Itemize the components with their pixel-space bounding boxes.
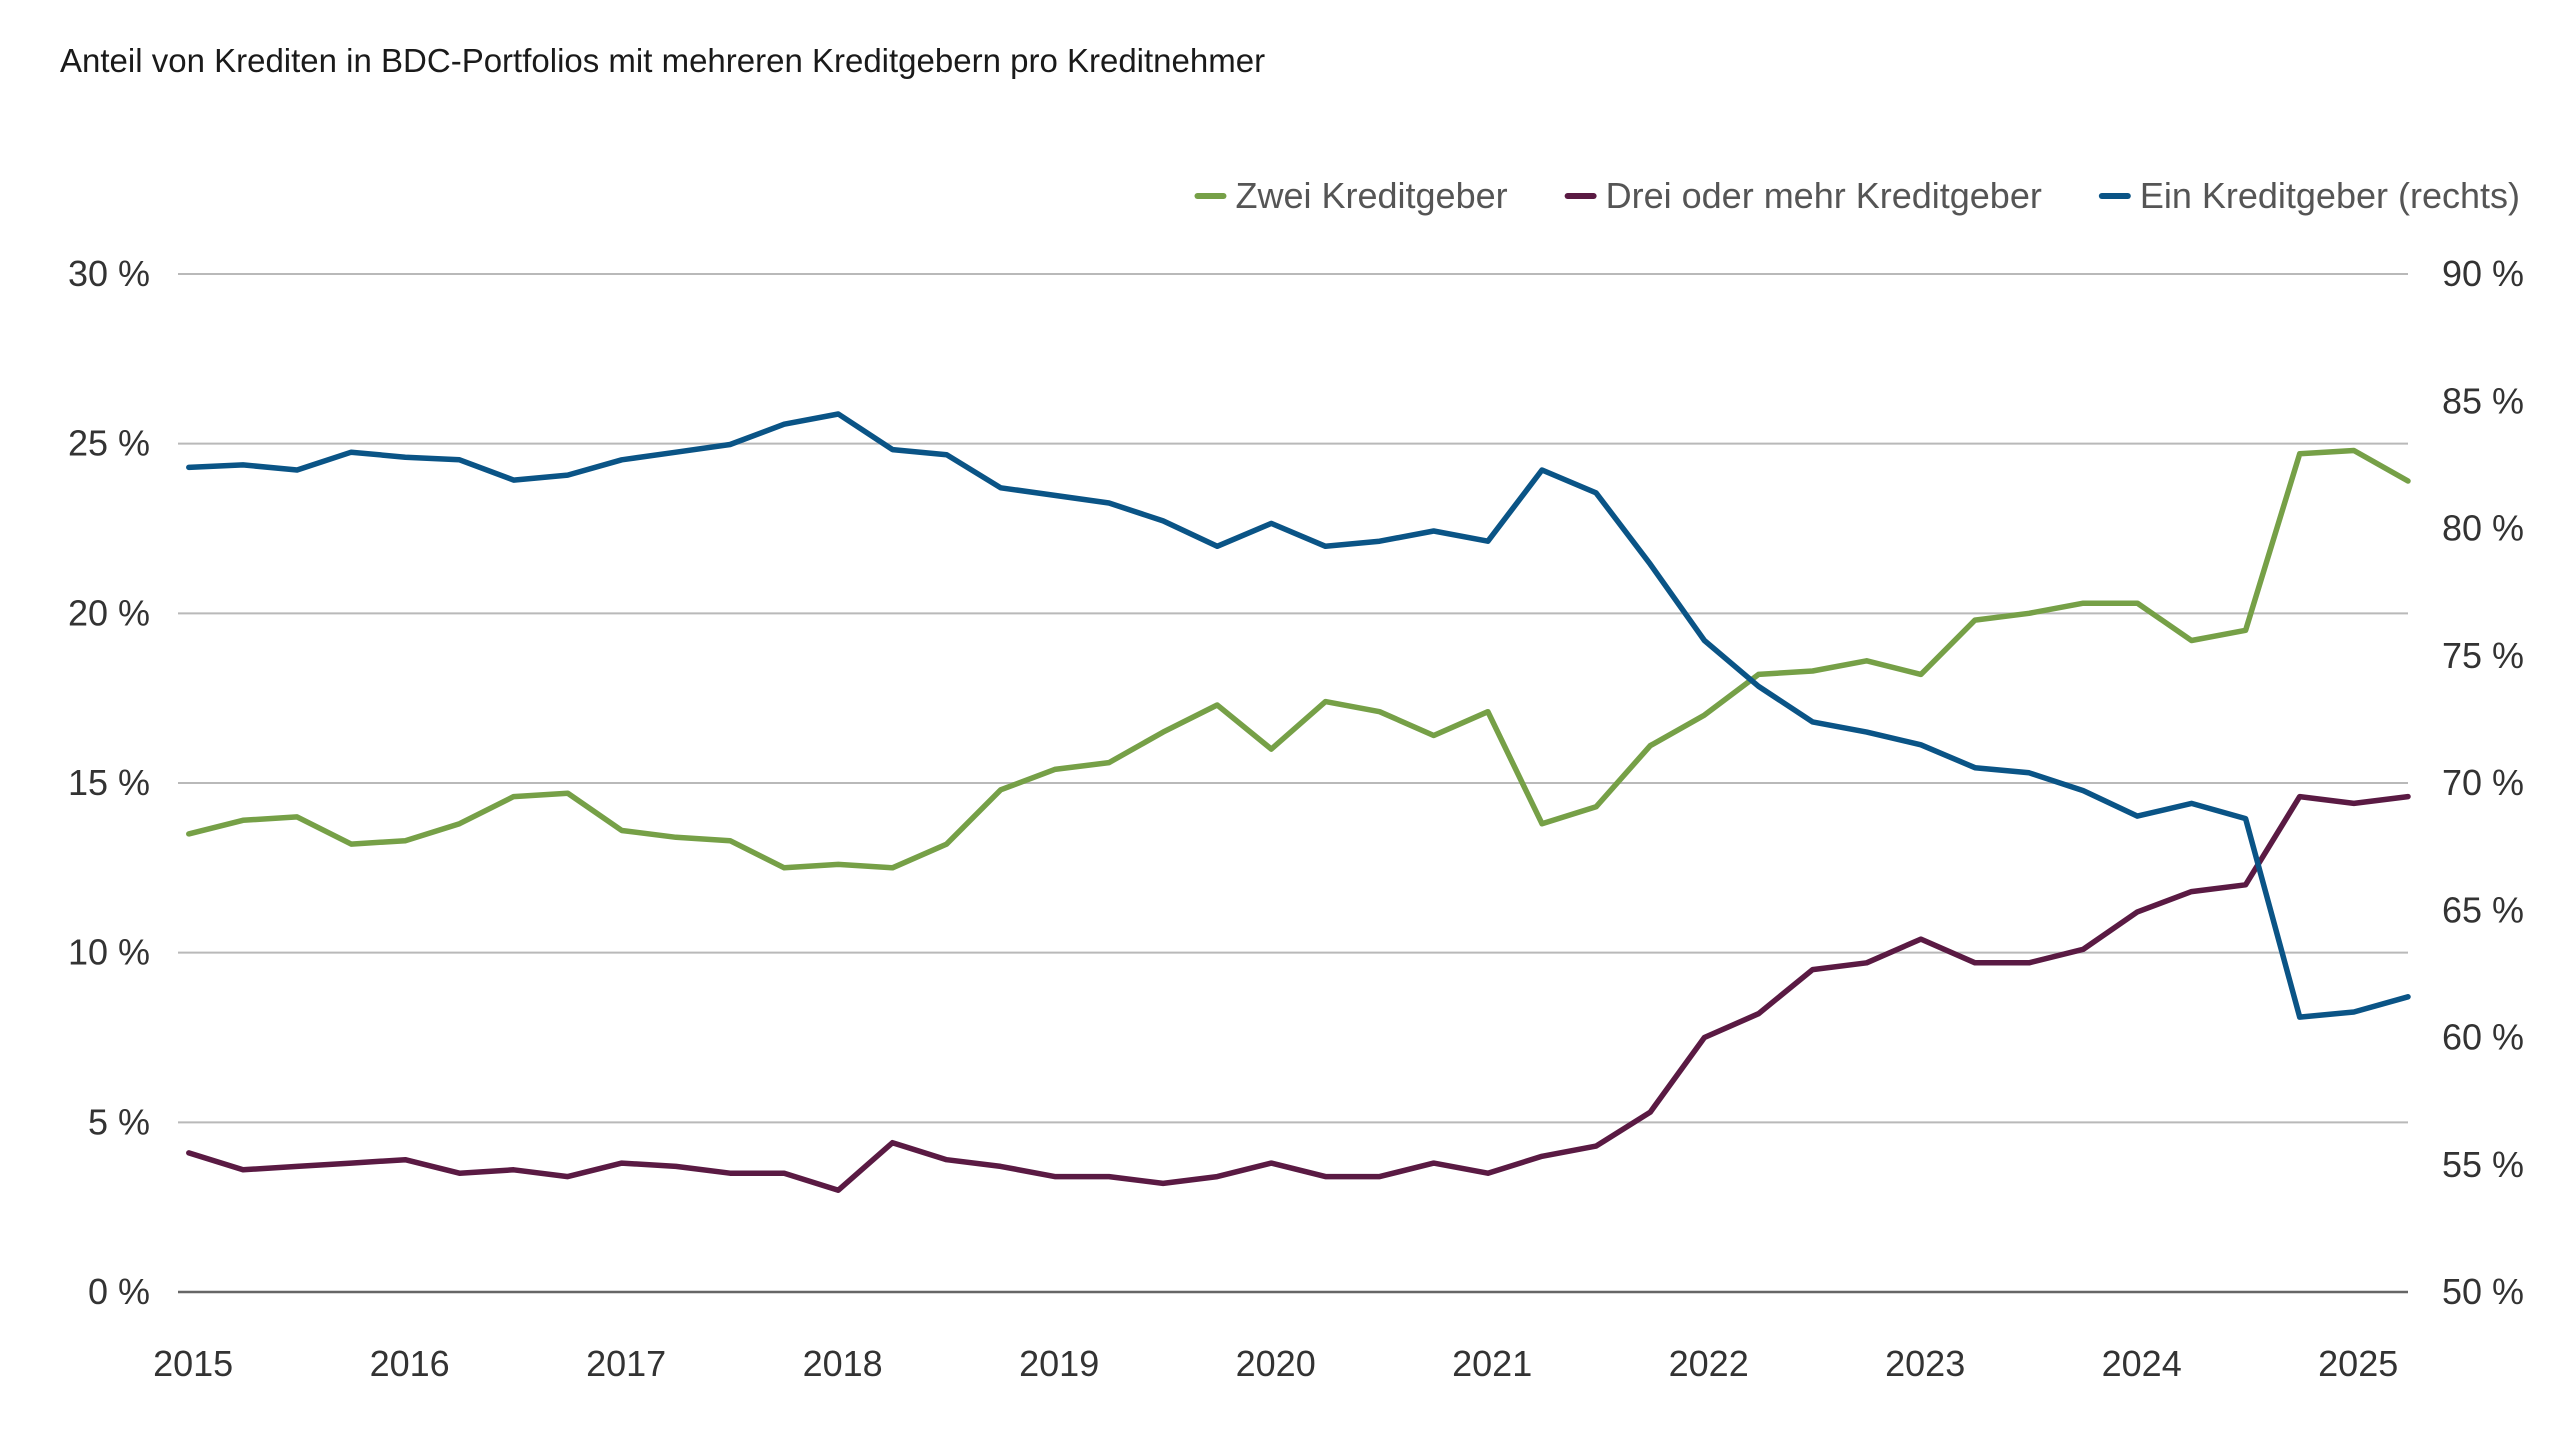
series-line-drei-oder-mehr-kreditgeber [186,793,2411,1193]
right-axis-tick-label: 75 % [2442,635,2524,676]
right-axis-tick-label: 85 % [2442,380,2524,421]
left-axis-tick-label: 30 % [68,253,150,294]
legend-label: Drei oder mehr Kreditgeber [1606,175,2042,216]
left-axis-tick-label: 25 % [68,423,150,464]
left-axis-tick-label: 20 % [68,592,150,633]
right-axis-tick-label: 60 % [2442,1017,2524,1058]
right-axis-tick-label: 50 % [2442,1271,2524,1312]
right-axis-tick-label: 90 % [2442,253,2524,294]
left-axis-tick-label: 5 % [88,1101,150,1142]
right-axis-tick-label: 70 % [2442,762,2524,803]
legend: Ein Kreditgeber (rechts) Drei oder mehr K… [1194,175,2520,216]
series-line-ein-kreditgeber-rechts [186,411,2411,1020]
x-axis-tick-label: 2020 [1236,1343,1316,1384]
series-lines [186,411,2411,1193]
x-axis-tick-labels: 2015 2016 2017 2018 2019 2020 2021 2022 2023 2024… [153,1343,2398,1384]
series-line-zwei-kreditgeber [186,447,2411,871]
x-axis-tick-label: 2019 [1019,1343,1099,1384]
grid-lines [178,273,2408,1294]
left-axis-tick-label: 0 % [88,1271,150,1312]
right-axis-tick-label: 55 % [2442,1144,2524,1185]
x-axis-tick-label: 2024 [2102,1343,2182,1384]
right-axis-tick-label: 80 % [2442,508,2524,549]
left-axis-tick-label: 10 % [68,932,150,973]
x-axis-tick-label: 2022 [1669,1343,1749,1384]
right-axis-tick-labels: 50 % 55 % 60 % 65 % 70 % 75 % 80 % 85 % 90 % [2442,253,2524,1312]
x-axis-tick-label: 2023 [1885,1343,1965,1384]
legend-label: Zwei Kreditgeber [1235,175,1507,216]
legend-label: Ein Kreditgeber (rechts) [2140,175,2520,216]
x-axis-tick-label: 2025 [2318,1343,2398,1384]
right-axis-tick-label: 65 % [2442,889,2524,930]
left-axis-tick-label: 15 % [68,762,150,803]
x-axis-tick-label: 2015 [153,1343,233,1384]
chart-title: Anteil von Krediten in BDC-Portfolios mi… [60,42,1266,79]
x-axis-tick-label: 2018 [803,1343,883,1384]
x-axis-tick-label: 2016 [370,1343,450,1384]
x-axis-tick-label: 2021 [1452,1343,1532,1384]
left-axis-tick-labels: 0 % 5 % 10 % 15 % 20 % 25 % 30 % [68,253,150,1312]
x-axis-tick-label: 2017 [586,1343,666,1384]
